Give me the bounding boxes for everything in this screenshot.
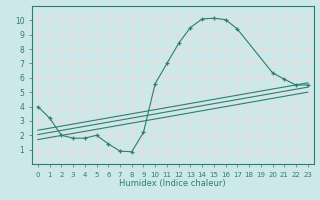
X-axis label: Humidex (Indice chaleur): Humidex (Indice chaleur)	[119, 179, 226, 188]
